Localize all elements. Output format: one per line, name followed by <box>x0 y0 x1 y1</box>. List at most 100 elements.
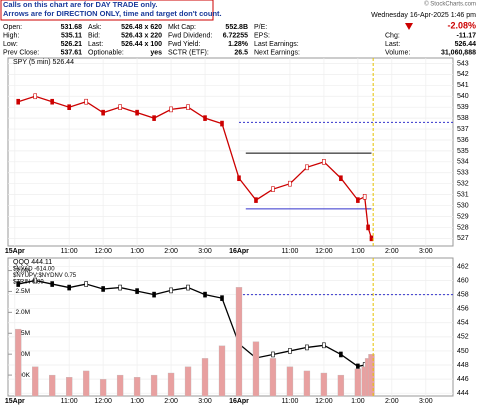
price-point <box>135 109 139 116</box>
price-point <box>169 106 173 113</box>
price-point <box>169 287 173 294</box>
x-tick-label: 16Apr <box>229 248 249 255</box>
quote-label: Fwd Dividend: <box>168 32 212 39</box>
quote-label: EPS: <box>254 32 270 39</box>
quote-label: Last Earnings: <box>254 41 299 48</box>
quote-value: 526.48 x 620 <box>121 24 162 31</box>
quote-value: 535.11 <box>61 32 82 39</box>
y-tick-label: 542 <box>457 71 469 78</box>
y-tick-label: 458 <box>457 291 469 298</box>
volume-bar <box>184 366 192 397</box>
change-pct: -2.08% <box>447 20 476 30</box>
volume-bar <box>269 358 277 397</box>
y-tick-label: 537 <box>457 126 469 133</box>
quote-label: Ask: <box>88 24 102 31</box>
x-tick-label: 1:00 <box>130 248 144 255</box>
x-tick-label: 3:00 <box>198 248 212 255</box>
price-point <box>203 115 207 121</box>
volume-bar <box>286 366 294 397</box>
x-tick-label: 12:00 <box>315 248 333 255</box>
y-tick-label: 543 <box>457 60 469 67</box>
y-tick-label: 532 <box>457 181 469 188</box>
price-point <box>288 180 292 187</box>
panel-note: $NYAD -614.00 <box>13 267 55 273</box>
y-tick-label: 541 <box>457 82 469 89</box>
price-point <box>237 175 241 182</box>
quote-label: Mkt Cap: <box>168 24 196 31</box>
volume-bar <box>65 377 73 397</box>
price-point <box>16 281 20 287</box>
quote-label: P/E: <box>254 24 267 31</box>
quote-label: Last: <box>88 41 103 48</box>
volume-bar <box>320 372 328 397</box>
volume-bar <box>133 377 141 397</box>
y2-tick-label: 1.0M <box>16 351 30 358</box>
y-tick-label: 536 <box>457 137 469 144</box>
x-tick-label: 3:00 <box>419 398 433 405</box>
price-point <box>356 197 360 203</box>
volume-bar <box>82 370 90 397</box>
quote-label: Volume: <box>385 49 410 56</box>
x-tick-label: 12:00 <box>94 398 112 405</box>
x-tick-label: 16Apr <box>229 398 249 405</box>
y-tick-label: 528 <box>457 224 469 231</box>
quote-value: 526.43 x 220 <box>121 32 162 39</box>
panel-frame <box>7 257 454 397</box>
y-tick-label: 539 <box>457 104 469 111</box>
price-point <box>339 351 343 358</box>
price-point <box>220 295 224 301</box>
price-point <box>339 175 343 182</box>
y-tick-label: 533 <box>457 170 469 177</box>
y2-tick-label: 2.5M <box>16 288 30 295</box>
quote-value: -11.17 <box>457 32 477 39</box>
panel-title: SPY (5 min) 526.44 <box>13 59 74 66</box>
quote-label: Fwd Yield: <box>168 41 200 48</box>
price-point <box>369 235 374 242</box>
price-point <box>152 115 156 121</box>
notice: Arrows are for DIRECTION ONLY, time and … <box>3 9 222 18</box>
quote-label: Last: <box>385 41 400 48</box>
y-tick-label: 450 <box>457 348 469 355</box>
price-point <box>271 186 275 192</box>
price-point <box>254 197 258 203</box>
price-point <box>305 164 309 171</box>
x-tick-label: 2:00 <box>385 248 399 255</box>
price-point <box>33 277 37 284</box>
price-point <box>33 93 37 100</box>
quote-date: Wednesday 16-Apr-2025 1:46 pm <box>371 12 476 19</box>
y-tick-label: 530 <box>457 202 469 209</box>
y2-tick-label: 3.0M <box>16 267 30 274</box>
price-point <box>152 291 156 298</box>
price-point <box>84 281 88 287</box>
y-tick-label: 456 <box>457 306 469 313</box>
y-tick-label: 529 <box>457 213 469 220</box>
y2-tick-label: 2.0M <box>16 309 30 316</box>
price-point <box>186 284 190 291</box>
x-tick-label: 15Apr <box>5 248 25 255</box>
quote-value: 26.5 <box>234 49 248 56</box>
volume-bar <box>235 287 243 397</box>
volume-bar <box>201 358 209 397</box>
price-point <box>362 194 367 200</box>
price-point <box>322 159 326 165</box>
panel-note: $NYUPV:$NYDNV 0.75 <box>13 273 77 279</box>
panel-note: $TRIN 0.89 <box>13 280 44 286</box>
y-tick-label: 448 <box>457 362 469 369</box>
price-point <box>50 98 54 105</box>
notice-box <box>0 0 214 21</box>
volume-bar <box>218 345 226 397</box>
y-tick-label: 540 <box>457 93 469 100</box>
price-point <box>67 284 71 291</box>
quote-label: Open: <box>3 24 22 31</box>
volume-bar <box>15 328 22 397</box>
x-tick-label: 2:00 <box>164 248 178 255</box>
x-tick-label: 15Apr <box>5 398 25 405</box>
panel-title: QQQ 444.11 <box>13 259 52 266</box>
quote-value: 526.44 x 100 <box>121 41 162 48</box>
quote-value: 1.28% <box>228 41 249 48</box>
x-tick-label: 2:00 <box>385 398 399 405</box>
price-line <box>18 279 373 393</box>
volume-bar <box>354 368 362 397</box>
y2-tick-label: 1.5M <box>16 330 30 337</box>
